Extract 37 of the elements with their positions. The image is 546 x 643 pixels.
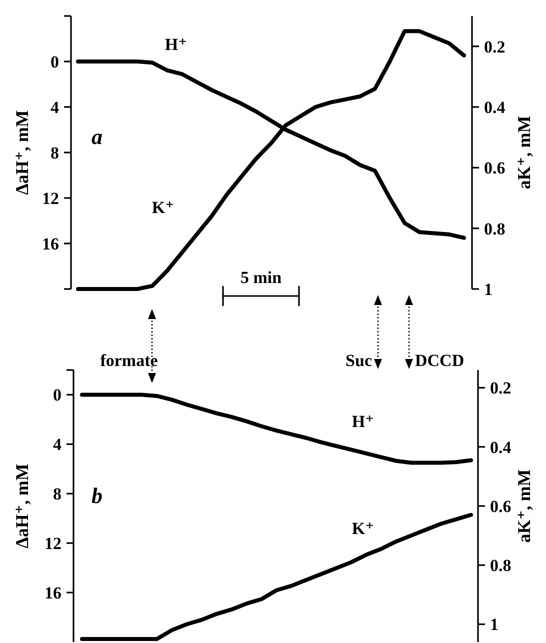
y-axis-title: ΔaH⁺, mM bbox=[12, 110, 32, 195]
y-tick-label: 0 bbox=[53, 386, 62, 405]
y2-tick-label: 0.8 bbox=[484, 219, 506, 238]
y-tick-label: 16 bbox=[42, 234, 59, 254]
annotation: a bbox=[92, 124, 102, 149]
annotation: 5 min bbox=[240, 268, 282, 287]
y2-tick-label: 1 bbox=[490, 615, 498, 634]
annotation: b bbox=[92, 483, 102, 508]
y2-axis-title: aK⁺, mM bbox=[514, 116, 534, 190]
y-tick-label: 8 bbox=[50, 143, 59, 162]
series-label: H⁺ bbox=[164, 35, 188, 54]
series-label: K⁺ bbox=[352, 519, 374, 538]
annotation: Suc bbox=[346, 351, 372, 370]
y-tick-label: 4 bbox=[50, 98, 60, 117]
annotation: formate bbox=[100, 351, 158, 370]
y2-tick-label: 0.6 bbox=[484, 158, 506, 178]
series-label: K⁺ bbox=[152, 198, 174, 217]
y-tick-label: 12 bbox=[44, 534, 62, 554]
y2-tick-label: 0.4 bbox=[484, 98, 506, 117]
y2-tick-label: 0.4 bbox=[490, 438, 512, 457]
line-series bbox=[80, 512, 473, 642]
y-tick-label: 12 bbox=[42, 188, 59, 208]
y-tick-label: 16 bbox=[44, 583, 62, 602]
annotation: DCCD bbox=[415, 351, 464, 370]
y2-tick-label: 0.8 bbox=[490, 556, 512, 576]
line-series bbox=[80, 392, 473, 465]
line-series bbox=[76, 29, 466, 291]
y-tick-label: 0 bbox=[50, 52, 59, 72]
series-label: H⁺ bbox=[352, 412, 374, 431]
y2-tick-label: 0.2 bbox=[490, 378, 512, 398]
y-axis-title: ΔaH⁺, mM bbox=[12, 464, 32, 548]
y2-tick-label: 1 bbox=[484, 280, 492, 299]
y2-tick-label: 0.2 bbox=[484, 37, 506, 56]
y2-tick-label: 0.6 bbox=[490, 496, 512, 516]
y2-axis-title: aK⁺, mM bbox=[514, 469, 534, 543]
y-tick-label: 8 bbox=[53, 484, 62, 504]
y-tick-label: 4 bbox=[53, 435, 62, 454]
